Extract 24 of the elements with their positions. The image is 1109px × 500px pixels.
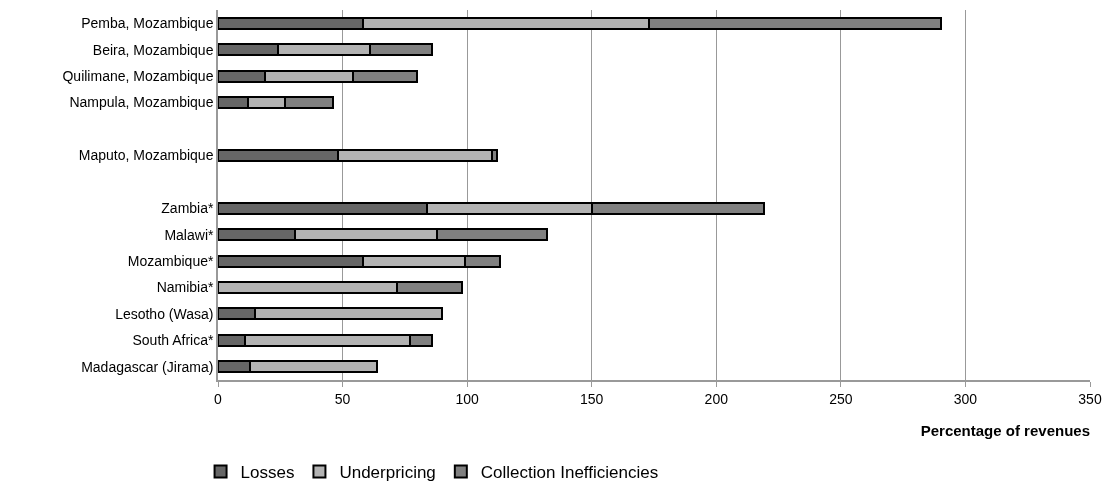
x-tick-label: 250 [829, 390, 853, 407]
y-tick-label: Quilimane, Mozambique [62, 67, 214, 84]
x-tick-label: 350 [1078, 390, 1102, 407]
x-axis-title: Percentage of revenues [920, 421, 1090, 439]
y-tick-label: Pemba, Mozambique [81, 15, 214, 32]
legend-label: Collection Inefficiencies [480, 463, 659, 483]
x-tick-label: 200 [704, 390, 729, 407]
y-tick-label: Nampula, Mozambique [69, 94, 214, 111]
x-tick-label: 300 [953, 390, 978, 407]
y-tick-label: Madagascar (Jirama) [81, 358, 214, 375]
y-tick-label: South Africa* [132, 332, 214, 349]
y-tick-label: Maputo, Mozambique [78, 147, 214, 164]
legend-label: Losses [240, 463, 295, 483]
x-tick-label: 100 [455, 390, 480, 407]
y-tick-label: Malawi* [164, 226, 214, 243]
y-tick-label: Beira, Mozambique [92, 41, 214, 58]
x-tick-label: 0 [214, 390, 223, 407]
y-tick-label: Namibia* [156, 279, 214, 296]
y-tick-label: Lesotho (Wasa) [115, 305, 214, 322]
legend-label: Underpricing [339, 463, 436, 483]
x-tick-label: 150 [580, 390, 604, 407]
x-tick-label: 50 [334, 390, 351, 407]
y-tick-label: Mozambique* [127, 252, 214, 269]
y-tick-label: Zambia* [161, 200, 214, 217]
